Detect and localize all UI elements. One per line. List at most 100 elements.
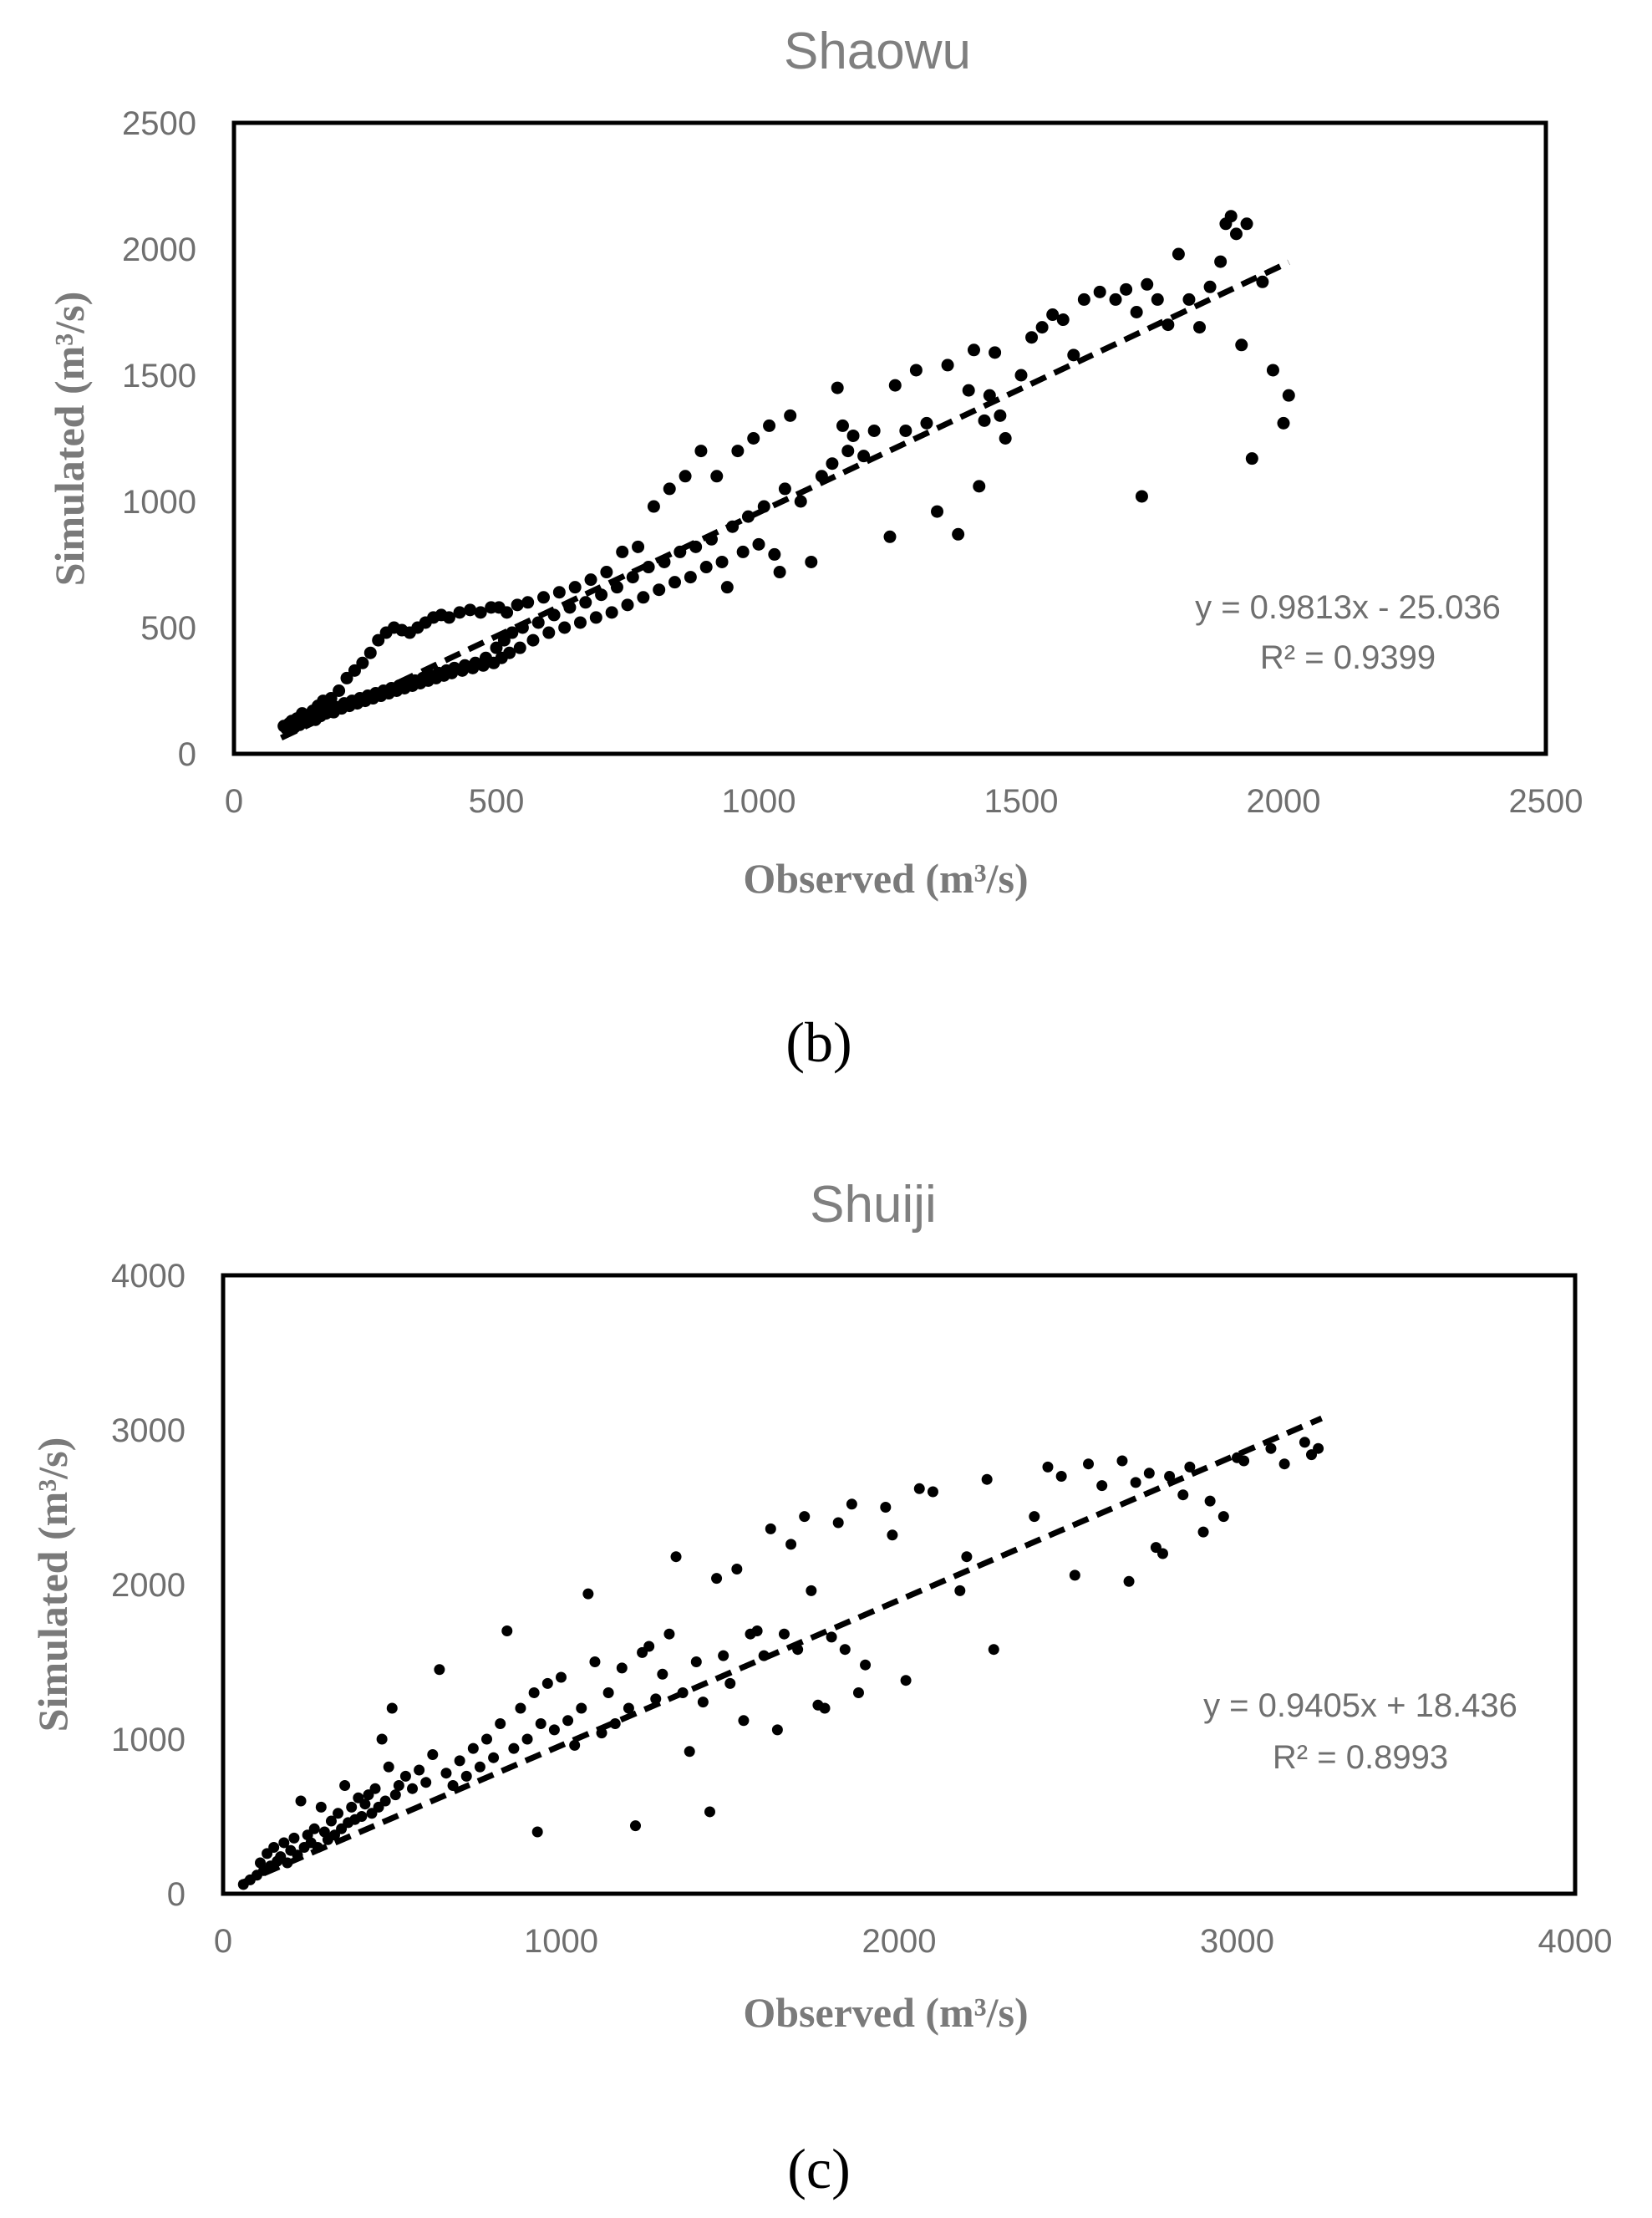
x-tick-label: 3000 — [1200, 1923, 1274, 1960]
data-point — [927, 1486, 938, 1498]
data-point — [1083, 1458, 1095, 1470]
data-point — [954, 1585, 966, 1596]
data-point — [1277, 416, 1290, 430]
data-point — [1067, 348, 1080, 362]
data-point — [883, 530, 897, 543]
data-point — [610, 581, 623, 594]
data-point — [616, 545, 629, 558]
data-point — [399, 1770, 411, 1782]
y-tick-labels: 0 1000 2000 3000 4000 — [111, 1258, 186, 1913]
data-point — [699, 561, 713, 574]
data-point — [1214, 255, 1228, 268]
data-point — [1014, 369, 1028, 382]
data-point — [643, 1641, 655, 1652]
data-point — [1120, 282, 1133, 296]
data-point — [372, 633, 385, 647]
y-tick-label: 2000 — [111, 1567, 186, 1604]
panel-label: (b) — [785, 1010, 851, 1074]
data-point — [1046, 308, 1060, 322]
data-point — [513, 641, 526, 654]
data-point — [785, 1539, 797, 1550]
data-point — [474, 606, 487, 619]
data-point — [333, 1808, 344, 1819]
data-point — [684, 571, 697, 584]
data-point — [663, 1628, 675, 1640]
y-tick-labels: 0 500 1000 1500 2000 2500 — [122, 105, 196, 773]
data-point — [521, 1733, 533, 1745]
data-point — [623, 1702, 634, 1714]
data-point — [773, 566, 786, 579]
data-point — [1177, 1489, 1189, 1501]
data-point — [515, 1702, 526, 1714]
data-point — [778, 1628, 790, 1640]
data-point — [584, 573, 597, 587]
data-point — [841, 445, 855, 458]
data-point — [356, 656, 369, 669]
data-point — [1143, 1468, 1155, 1479]
data-point — [278, 1837, 290, 1849]
data-point — [576, 1702, 587, 1714]
data-point — [1135, 490, 1148, 503]
data-point — [899, 424, 912, 437]
data-point — [356, 1811, 368, 1822]
data-point — [1056, 313, 1070, 327]
data-point — [778, 482, 791, 496]
data-point — [600, 566, 613, 579]
data-point — [339, 1780, 351, 1791]
data-point — [495, 1718, 506, 1729]
data-point — [909, 364, 923, 377]
data-point — [1157, 1548, 1169, 1559]
data-point — [508, 1742, 520, 1754]
data-point — [973, 480, 986, 493]
data-point — [962, 384, 975, 397]
trendline-r2: R² = 0.8993 — [1273, 1739, 1448, 1776]
data-point — [668, 576, 682, 589]
data-point — [386, 1702, 398, 1714]
data-point — [679, 470, 692, 483]
x-axis-label: Observed (m³/s) — [743, 855, 1028, 902]
data-point — [348, 664, 361, 677]
data-point — [711, 1573, 723, 1585]
data-point — [720, 581, 734, 594]
data-point — [379, 1795, 391, 1807]
data-point — [860, 1659, 872, 1671]
data-point — [501, 1625, 513, 1636]
data-point — [579, 596, 592, 609]
data-point — [1256, 275, 1269, 288]
data-point — [1282, 389, 1295, 402]
data-points — [277, 210, 1295, 735]
data-point — [454, 1755, 465, 1767]
data-point — [978, 414, 991, 427]
data-point — [333, 684, 346, 697]
data-point — [605, 606, 618, 619]
plot-frame — [221, 1273, 1578, 1896]
data-point — [981, 1473, 993, 1485]
data-point — [295, 1795, 307, 1807]
y-tick-label: 3000 — [111, 1412, 186, 1449]
data-point — [501, 606, 514, 619]
data-point — [846, 429, 860, 442]
data-point — [1093, 285, 1106, 298]
data-point — [568, 581, 582, 594]
data-point — [694, 445, 708, 458]
data-point — [846, 1498, 857, 1510]
data-point — [1193, 321, 1207, 334]
data-point — [1077, 293, 1090, 306]
data-point — [1278, 1458, 1290, 1470]
data-point — [832, 1517, 844, 1529]
data-point — [738, 1715, 750, 1727]
x-tick-label: 1000 — [722, 783, 796, 820]
data-point — [826, 457, 839, 471]
y-axis-label: Simulated (m³/s) — [29, 1437, 76, 1732]
data-point — [826, 1631, 837, 1643]
data-point — [920, 416, 933, 430]
y-tick-label: 0 — [167, 1876, 186, 1913]
data-point — [831, 381, 844, 394]
data-point — [736, 545, 750, 558]
data-point — [983, 389, 996, 402]
data-point — [602, 1687, 614, 1698]
data-point — [552, 586, 566, 599]
data-point — [653, 583, 666, 597]
data-point — [407, 1783, 419, 1794]
data-point — [690, 1656, 702, 1667]
